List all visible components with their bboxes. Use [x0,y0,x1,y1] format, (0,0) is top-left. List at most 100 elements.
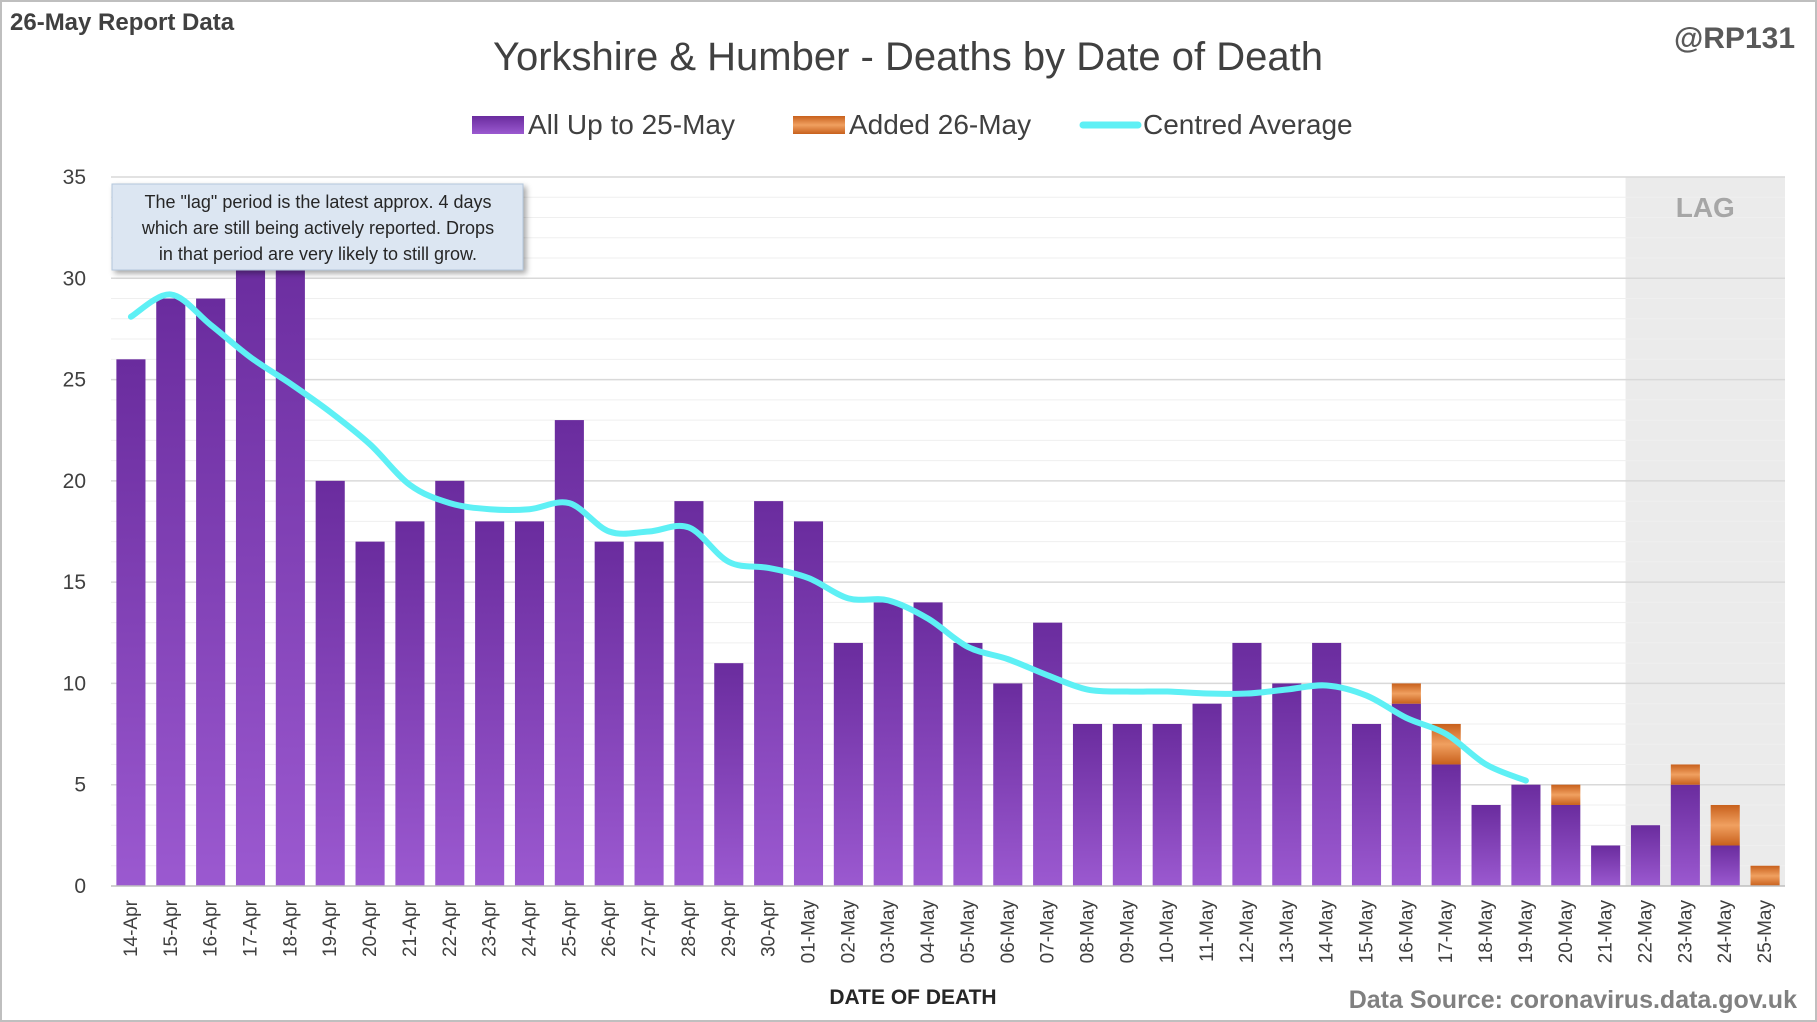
author-handle: @RP131 [1674,22,1795,55]
x-tick-label: 18-May [1476,900,1497,964]
x-tick-label: 07-May [1038,900,1059,964]
x-tick-label: 24-May [1715,900,1736,964]
lag-annotation: The "lag" period is the latest approx. 4… [111,183,524,271]
bar-all-11-May [1192,703,1222,886]
bar-all-04-May [913,602,943,886]
bar-all-24-May [1710,845,1740,886]
bar-all-16-May [1391,703,1421,886]
x-tick-label: 15-Apr [161,899,182,957]
average-line [127,291,1529,784]
legend-label-all: All Up to 25-May [528,109,735,140]
y-tick-label: 10 [63,672,86,695]
lag-label: LAG [1676,192,1735,223]
bar-all-03-May [873,602,903,886]
bar-all-23-Apr [475,521,505,886]
x-tick-label: 11-May [1197,900,1218,962]
x-tick-label: 19-May [1516,900,1537,964]
chart-title: Yorkshire & Humber - Deaths by Date of D… [493,35,1323,79]
annotation-box [111,183,524,271]
x-tick-label: 14-Apr [121,899,142,957]
x-tick-label: 10-May [1157,900,1178,964]
annotation-line-2: which are still being actively reported.… [141,218,494,238]
y-tick-label: 5 [74,774,86,797]
bar-all-02-May [833,642,863,886]
bar-all-18-May [1471,804,1501,886]
x-tick-label: 16-Apr [201,899,222,957]
bar-all-29-Apr [714,663,744,886]
x-tick-label: 12-May [1237,900,1258,964]
x-tick-label: 27-Apr [639,899,660,957]
legend-swatch-all [472,116,524,134]
bar-all-25-Apr [554,420,584,886]
bar-all-06-May [993,683,1023,886]
bar-all-30-Apr [754,501,784,886]
x-tick-label: 14-May [1317,900,1338,964]
bar-all-23-May [1670,784,1700,886]
legend: All Up to 25-May Added 26-May Centred Av… [472,109,1353,140]
x-tick-label: 20-May [1556,900,1577,964]
y-tick-label: 30 [63,267,86,290]
bar-all-22-Apr [435,480,465,886]
x-tick-label: 04-May [918,900,939,964]
legend-label-average: Centred Average [1143,109,1353,140]
x-tick-label: 09-May [1117,900,1138,964]
x-tick-label: 21-Apr [400,899,421,957]
bar-all-17-May [1431,764,1461,886]
bar-all-13-May [1272,683,1302,886]
bar-all-14-Apr [116,359,146,886]
bar-all-16-Apr [196,298,226,886]
x-axis: 14-Apr 15-Apr 16-Apr 17-Apr 18-Apr 19-Apr 20-A… [111,885,1785,964]
bar-all-19-May [1511,784,1541,886]
bar-all-20-May [1551,804,1581,886]
x-tick-label: 06-May [998,900,1019,964]
bar-added-25-May [1750,865,1780,886]
bar-all-12-May [1232,642,1262,886]
bar-added-20-May [1551,784,1581,805]
bar-added-24-May [1710,804,1740,846]
bar-all-15-Apr [156,298,186,886]
x-tick-label: 03-May [878,900,899,964]
bar-all-19-Apr [315,480,345,886]
x-tick-label: 15-May [1357,900,1378,964]
report-label: 26-May Report Data [10,9,235,36]
x-tick-label: 25-May [1755,900,1776,964]
bar-all-10-May [1152,723,1182,886]
x-tick-label: 18-Apr [280,899,301,957]
x-tick-label: 23-May [1675,900,1696,964]
lag-shade [1625,177,1785,886]
bar-all-09-May [1112,723,1142,886]
average-line-layer [127,291,1529,784]
bar-all-22-May [1630,825,1661,886]
lag-region [1625,177,1785,886]
gridlines [111,176,1785,867]
x-tick-label: 17-Apr [241,899,262,957]
x-tick-label: 28-Apr [679,899,700,957]
x-tick-label: 23-Apr [480,899,501,957]
y-tick-label: 25 [63,369,86,392]
bars [116,237,1780,886]
bar-all-24-Apr [514,521,545,886]
x-axis-title: DATE OF DEATH [829,986,996,1009]
x-tick-label: 29-Apr [719,899,740,957]
bar-all-07-May [1033,622,1063,886]
bar-all-14-May [1312,642,1342,886]
x-tick-label: 05-May [958,900,979,964]
legend-swatch-added [793,116,845,134]
bar-added-23-May [1670,764,1700,785]
x-tick-label: 30-Apr [759,899,780,957]
bar-all-15-May [1351,723,1382,886]
y-tick-label: 35 [63,166,86,189]
y-tick-label: 0 [74,875,86,898]
x-tick-label: 08-May [1078,900,1099,964]
bar-all-21-May [1591,845,1621,886]
x-tick-label: 22-Apr [440,899,461,957]
y-tick-label: 15 [63,571,86,594]
bar-all-05-May [953,642,983,886]
x-tick-label: 16-May [1396,900,1417,964]
data-source: Data Source: coronavirus.data.gov.uk [1349,986,1797,1014]
bar-added-16-May [1391,683,1421,704]
x-tick-label: 13-May [1277,900,1298,964]
